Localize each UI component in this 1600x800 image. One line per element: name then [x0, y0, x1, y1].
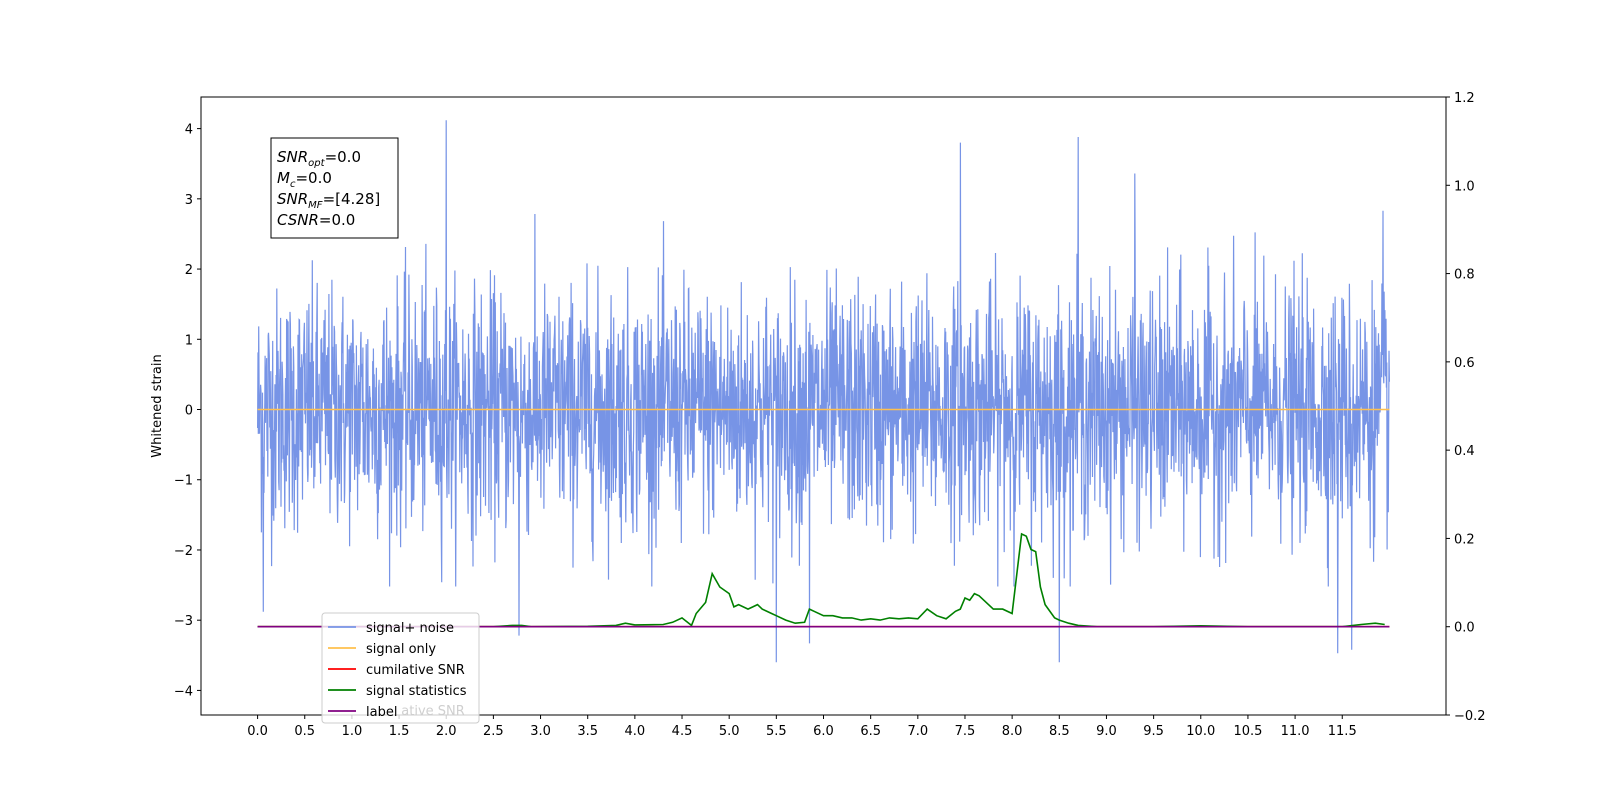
y-axis-right: −0.2 0.0 0.2 0.4 0.6 0.8 1.0 1.2	[1446, 91, 1486, 724]
x-tick-label: 4.5	[672, 724, 693, 739]
x-tick-label: 9.0	[1096, 724, 1117, 739]
legend: signal+ noise signal only cumilative SNR si…	[321, 612, 480, 724]
y-tick-label: −4	[174, 684, 193, 699]
legend-label: signal statistics	[366, 684, 467, 699]
y2-tick-label: −0.2	[1454, 709, 1486, 724]
x-tick-label: 2.5	[483, 724, 504, 739]
x-tick-label: 3.0	[530, 724, 551, 739]
info-box-line: CSNR=0.0	[277, 211, 355, 229]
legend-frame	[321, 612, 480, 724]
x-tick-label: 11.5	[1328, 724, 1357, 739]
y-tick-label: 2	[185, 263, 193, 278]
y-tick-label: 0	[185, 404, 193, 419]
x-tick-label: 10.0	[1186, 724, 1215, 739]
y2-tick-label: 0.2	[1454, 532, 1475, 547]
x-tick-label: 0.0	[247, 724, 268, 739]
y-tick-label: −3	[174, 614, 193, 629]
y2-tick-label: 0.8	[1454, 268, 1475, 283]
info-box-frame	[270, 137, 399, 239]
x-tick-label: 10.5	[1233, 724, 1262, 739]
x-tick-label: 7.0	[907, 724, 928, 739]
x-tick-label: 3.5	[577, 724, 598, 739]
y-tick-label: 1	[185, 333, 193, 348]
x-tick-label: 4.0	[625, 724, 646, 739]
y2-tick-label: 1.2	[1454, 91, 1475, 106]
info-box-line: SNRMF=[4.28]	[277, 190, 380, 211]
legend-label: signal+ noise	[366, 621, 454, 636]
x-tick-label: 5.5	[766, 724, 787, 739]
y2-tick-label: 0.4	[1454, 444, 1475, 459]
y-axis-left: −4 −3 −2 −1 0 1 2 3 4	[174, 123, 201, 699]
legend-label: label	[366, 705, 397, 720]
x-axis: 0.0 0.5 1.0 1.5 2.0 2.5 3.0 3.5 4.0 4.5 5.0 5.5 6.0 6…	[247, 715, 1357, 739]
legend-label: signal only	[366, 642, 436, 657]
y2-tick-label: 0.0	[1454, 621, 1475, 636]
x-tick-label: 5.0	[719, 724, 740, 739]
series-line-signal-noise	[257, 120, 1390, 663]
x-tick-label: 2.0	[436, 724, 457, 739]
x-tick-label: 11.0	[1281, 724, 1310, 739]
y-tick-label: 3	[185, 193, 193, 208]
info-box-line: Mc=0.0	[277, 169, 332, 190]
legend-label: cumilative SNR	[366, 663, 465, 678]
x-tick-label: 0.5	[294, 724, 315, 739]
x-tick-label: 1.5	[389, 724, 410, 739]
y-tick-label: −1	[174, 474, 193, 489]
info-box-line: SNRopt=0.0	[277, 148, 361, 169]
y2-tick-label: 1.0	[1454, 179, 1475, 194]
y2-tick-label: 0.6	[1454, 356, 1475, 371]
x-tick-label: 8.5	[1049, 724, 1070, 739]
x-tick-label: 7.5	[955, 724, 976, 739]
x-tick-label: 1.0	[342, 724, 363, 739]
x-tick-label: 9.5	[1143, 724, 1164, 739]
x-tick-label: 8.0	[1002, 724, 1023, 739]
x-tick-label: 6.0	[813, 724, 834, 739]
legend-label-faded: cumilative SNR	[366, 704, 465, 719]
y-axis-label: Whitened strain	[150, 354, 165, 457]
series-line-signal-statistics	[257, 532, 1385, 628]
x-tick-label: 6.5	[860, 724, 881, 739]
y-tick-label: −2	[174, 544, 193, 559]
y-tick-label: 4	[185, 123, 193, 138]
